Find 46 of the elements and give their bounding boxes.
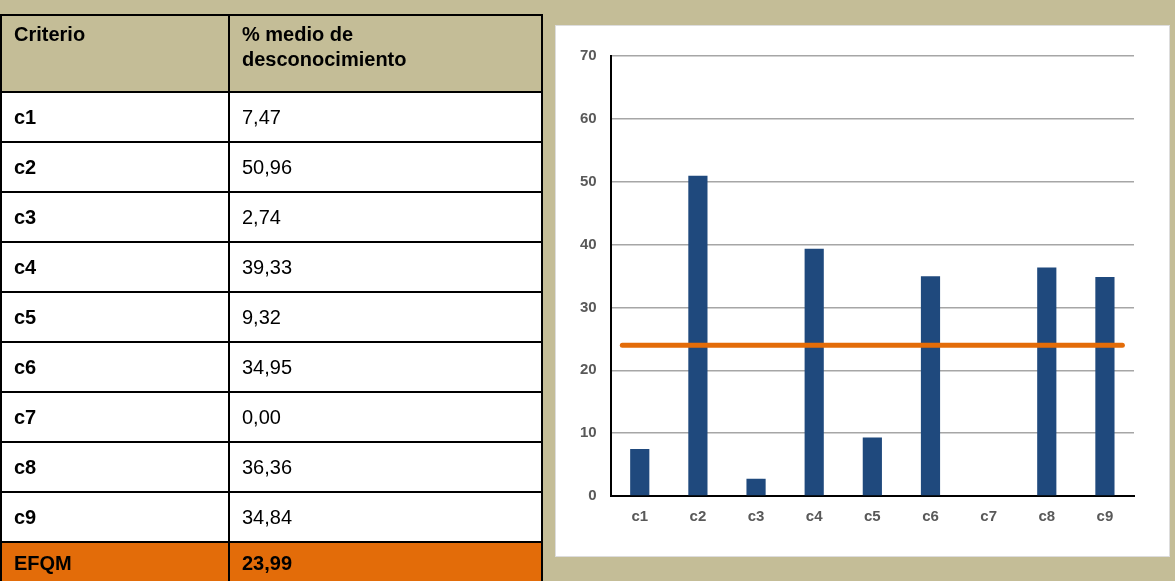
text: c3 <box>1 192 229 242</box>
y-tick-label: 20 <box>580 360 597 378</box>
text: 36,36 <box>229 442 542 492</box>
x-tick-label: c5 <box>864 507 881 525</box>
text: 7,47 <box>229 92 542 142</box>
text: 34,84 <box>229 492 542 542</box>
text: 2,74 <box>229 192 542 242</box>
text: 9,32 <box>229 292 542 342</box>
bar <box>630 449 650 496</box>
x-tick-label: c4 <box>805 507 824 525</box>
bar <box>746 478 766 496</box>
x-tick-label: c3 <box>747 507 765 525</box>
text: 50,96 <box>229 142 542 192</box>
x-tick-label: c9 <box>1096 507 1114 525</box>
x-tick-label: c6 <box>922 507 939 525</box>
bar <box>1037 267 1057 496</box>
bar <box>804 248 824 496</box>
x-tick-label: c1 <box>631 507 649 525</box>
text: c5 <box>1 292 229 342</box>
y-tick-label: 10 <box>580 423 597 441</box>
y-tick-label: 0 <box>588 486 597 504</box>
x-tick-label: c8 <box>1038 507 1056 525</box>
text: 23,99 <box>229 542 542 581</box>
text: 34,95 <box>229 342 542 392</box>
y-tick-label: 50 <box>580 171 597 189</box>
text: c4 <box>1 242 229 292</box>
y-tick-label: 30 <box>580 297 597 315</box>
text: % medio de desconocimiento <box>229 15 542 92</box>
text: Criterio <box>1 15 229 92</box>
y-tick-label: 60 <box>580 109 597 126</box>
bar <box>688 175 708 496</box>
bar <box>1095 277 1115 496</box>
text: c2 <box>1 142 229 192</box>
y-tick-label: 70 <box>580 46 597 64</box>
text: c6 <box>1 342 229 392</box>
text: c8 <box>1 442 229 492</box>
bar <box>862 437 882 496</box>
x-tick-label: c2 <box>689 507 707 525</box>
text: c7 <box>1 392 229 442</box>
text: EFQM <box>1 542 229 581</box>
text: 39,33 <box>229 242 542 292</box>
y-tick-label: 40 <box>580 234 597 252</box>
text: 0,00 <box>229 392 542 442</box>
bar <box>920 276 941 496</box>
text: c1 <box>1 92 229 142</box>
x-tick-label: c7 <box>980 507 997 525</box>
